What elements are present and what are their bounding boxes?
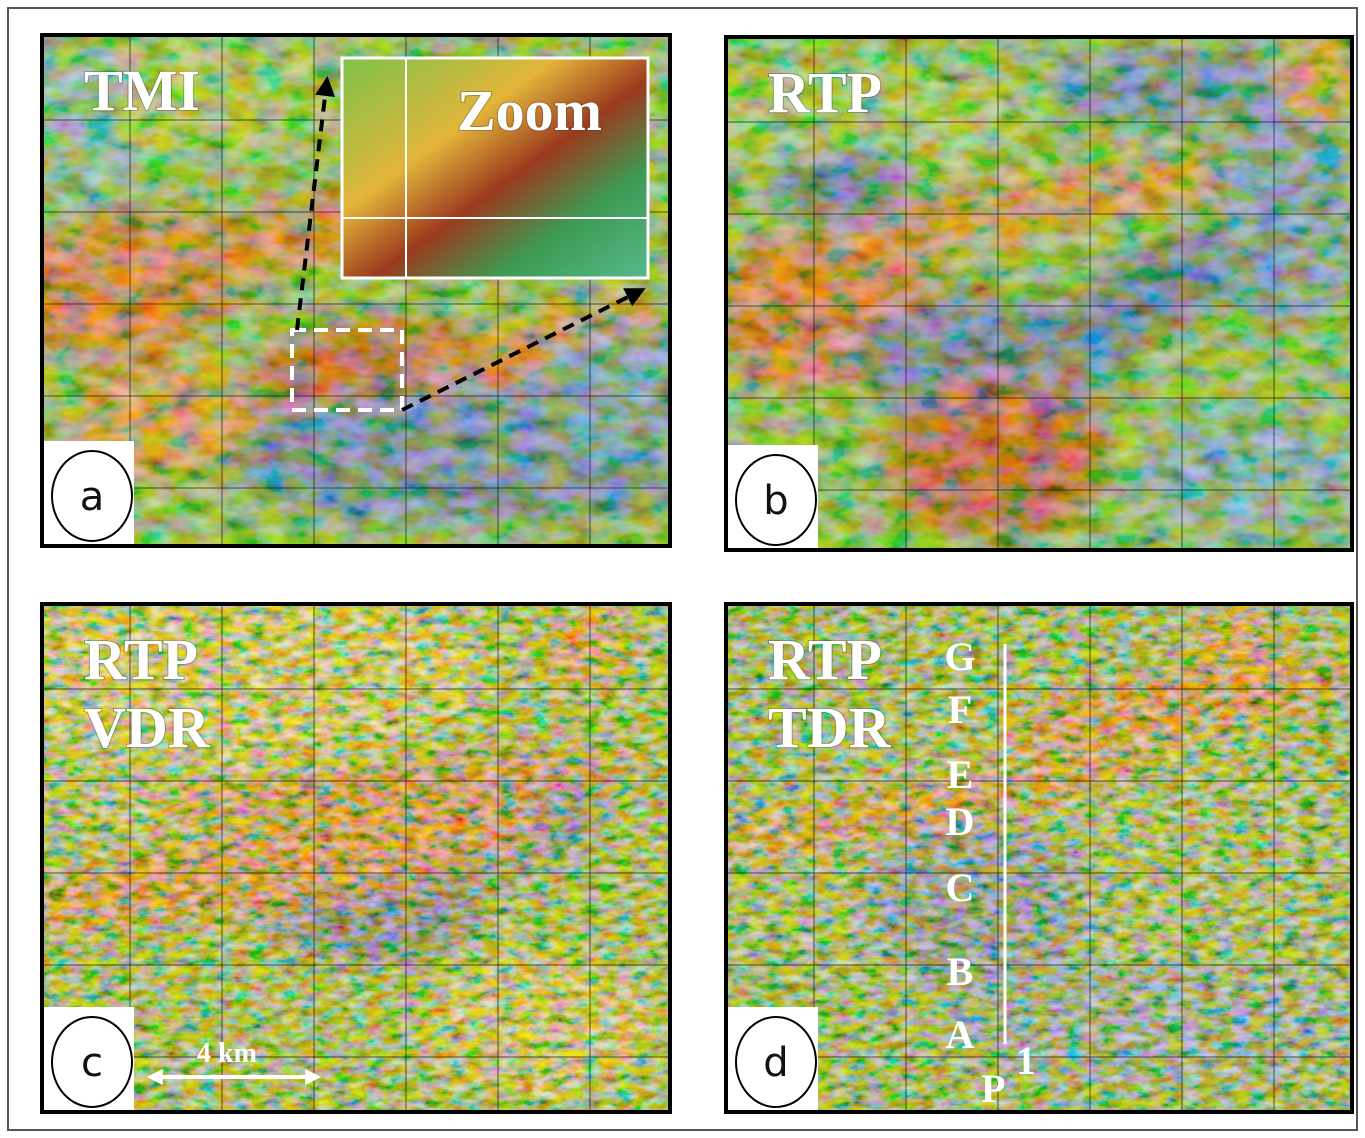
panel-title: RTP [768,627,882,692]
scale-label: 4 km [197,1038,257,1069]
panel-letter: a [80,474,105,520]
panel-letter: c [81,1040,103,1086]
profile-superscript: 1 [1016,1038,1036,1083]
profile-point: A [946,1012,975,1057]
profile-point: G [944,634,975,679]
profile-point: F [948,687,972,732]
profile-point: D [946,799,975,844]
panel-title: TDR [768,695,892,760]
profile-point: B [947,949,974,994]
panel-title: RTP [84,627,198,692]
panel-title: RTP [768,60,882,125]
map-panel: a TMI Zoom [0,35,732,546]
panel-title: TMI [84,58,200,123]
inset-label: Zoom [457,78,602,143]
profile-point: C [946,865,975,910]
profile-name: P [981,1066,1005,1111]
figure: aTMIZoombRTPcRTPVDR4 kmdRTPTDRGFEDCBAP1 [0,0,1365,1138]
panel-letter: d [763,1040,788,1086]
profile-point: E [947,752,974,797]
panel-title: VDR [84,695,211,760]
map-panel: b RTP [694,37,1365,550]
panel-letter: b [763,478,788,524]
